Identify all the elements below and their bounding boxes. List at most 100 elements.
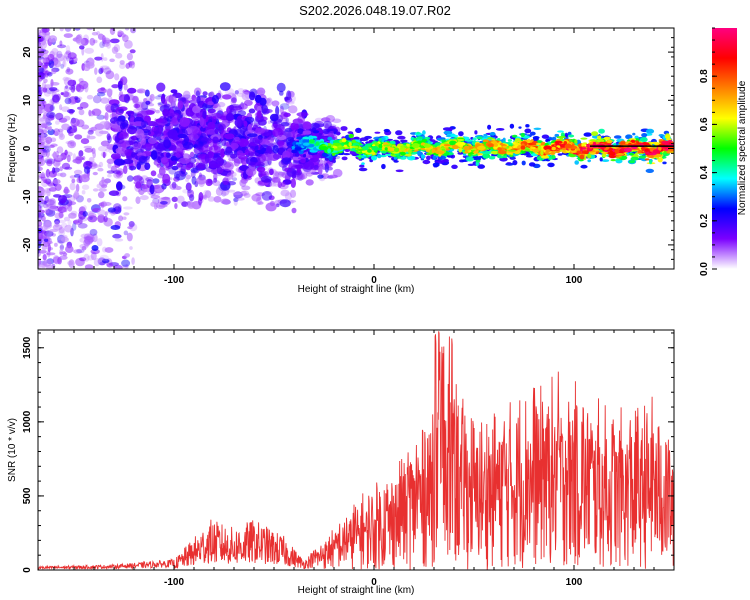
noise-speck	[269, 182, 277, 187]
noise-speck	[54, 218, 60, 225]
blob-speck	[149, 184, 155, 195]
noise-speck	[38, 160, 43, 167]
noise-speck	[203, 189, 209, 199]
noise-speck	[88, 156, 95, 163]
noise-speck	[102, 151, 106, 159]
ridge-speck	[598, 128, 605, 134]
noise-speck	[74, 190, 79, 198]
ridge-speck	[383, 128, 390, 133]
noise-speck	[38, 210, 43, 220]
ridge-speck	[451, 164, 458, 169]
blob-speck	[140, 184, 150, 190]
ridge-speck	[353, 136, 360, 140]
noise-speck	[98, 130, 109, 135]
noise-speck	[89, 37, 96, 46]
noise-speck	[79, 45, 85, 50]
noise-speck	[187, 202, 195, 209]
ridge-speck	[465, 156, 474, 162]
blob-speck	[211, 94, 219, 104]
blob-speck	[260, 176, 273, 183]
ridge-speck	[644, 158, 650, 161]
ridge-speck	[518, 126, 522, 129]
noise-speck	[74, 28, 81, 31]
noise-speck	[91, 31, 98, 36]
noise-speck	[174, 203, 178, 209]
noise-speck	[38, 234, 43, 240]
noise-speck	[65, 45, 71, 54]
noise-speck	[129, 246, 133, 250]
noise-speck	[77, 223, 88, 229]
ridge-speck	[395, 169, 404, 173]
blob-speck	[207, 101, 214, 106]
noise-speck	[38, 34, 41, 40]
ridge-speck	[541, 134, 550, 139]
blob-speck	[297, 128, 304, 135]
blob-speck	[171, 116, 178, 123]
ridge-speck	[639, 137, 648, 143]
blob-speck	[277, 140, 285, 146]
noise-speck	[41, 28, 50, 33]
noise-speck	[59, 104, 63, 111]
noise-speck	[64, 224, 73, 233]
noise-speck	[51, 152, 58, 158]
noise-speck	[233, 197, 239, 202]
noise-speck	[97, 33, 104, 40]
noise-speck	[53, 167, 60, 173]
blob-speck	[303, 160, 315, 170]
noise-speck	[52, 254, 60, 264]
blob-speck	[230, 142, 239, 150]
ridge-speck	[574, 160, 579, 165]
noise-speck	[54, 242, 58, 247]
blob-speck	[222, 177, 229, 186]
noise-speck	[57, 219, 66, 224]
noise-speck	[101, 201, 112, 206]
noise-speck	[107, 173, 112, 178]
noise-speck	[213, 177, 218, 183]
noise-speck	[130, 60, 136, 69]
noise-speck	[119, 63, 126, 69]
noise-speck	[106, 88, 113, 97]
blob-speck	[237, 110, 247, 117]
noise-speck	[103, 39, 113, 43]
blob-speck	[126, 175, 134, 182]
noise-speck	[71, 178, 76, 184]
noise-speck	[81, 245, 87, 251]
noise-speck	[38, 220, 43, 227]
blob-speck	[176, 143, 184, 152]
noise-speck	[47, 72, 53, 77]
noise-speck	[61, 162, 71, 170]
ridge-speck	[613, 135, 622, 139]
blob-speck	[261, 191, 273, 201]
blob-speck	[208, 159, 221, 169]
ridge-speck	[322, 136, 328, 139]
noise-speck	[150, 195, 161, 199]
noise-speck	[100, 87, 105, 91]
noise-speck	[70, 227, 74, 237]
noise-speck	[39, 209, 45, 214]
noise-speck	[38, 67, 45, 73]
ridge-speck	[341, 156, 348, 161]
noise-speck	[63, 115, 71, 121]
noise-speck	[60, 222, 68, 228]
noise-speck	[190, 169, 196, 179]
blob-speck	[290, 178, 296, 189]
noise-speck	[92, 171, 98, 176]
ridge-speck	[657, 158, 663, 163]
ridge-speck	[302, 130, 312, 135]
noise-speck	[104, 247, 114, 253]
noise-speck	[112, 233, 122, 239]
ridge-speck	[377, 154, 382, 159]
noise-speck	[122, 196, 128, 202]
blob-speck	[325, 115, 335, 123]
ridge-speck	[367, 149, 372, 153]
ridge-speck	[599, 157, 603, 162]
figure-title: S202.2026.048.19.07.R02	[299, 3, 451, 18]
noise-speck	[123, 212, 130, 216]
blob-speck	[271, 177, 281, 183]
ridge-speck	[658, 139, 664, 142]
ridge-speck	[579, 146, 583, 149]
noise-speck	[139, 195, 149, 201]
noise-speck	[86, 134, 91, 139]
noise-speck	[46, 198, 56, 205]
noise-speck	[122, 34, 129, 42]
